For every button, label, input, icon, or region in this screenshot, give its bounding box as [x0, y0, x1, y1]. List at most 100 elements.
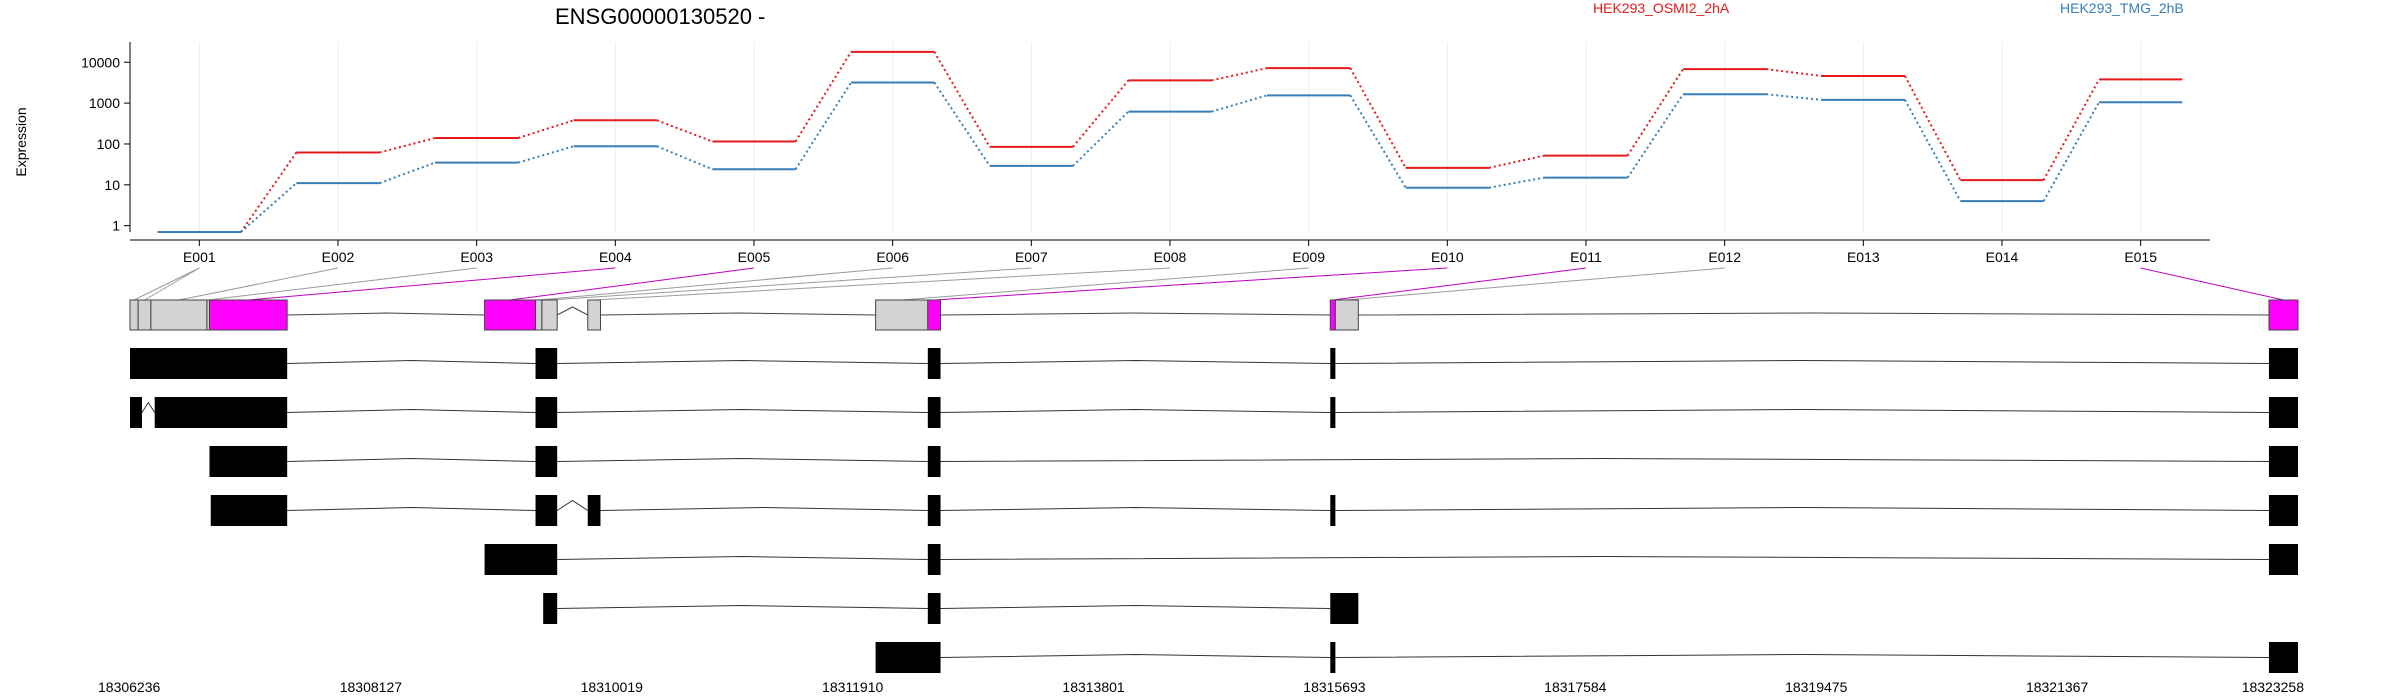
x-tick-label: E012 — [1708, 249, 1741, 265]
series-connector — [1904, 99, 1962, 202]
transcript-track — [209, 446, 2298, 477]
exon-bin-connectors — [133, 267, 2284, 301]
series-connector — [1904, 75, 1962, 181]
x-tick-label: E014 — [1986, 249, 2019, 265]
transcript-exon — [130, 397, 142, 428]
series-connector — [656, 145, 713, 171]
x-tick-label: E002 — [322, 249, 355, 265]
exon-bin-connector — [549, 267, 1032, 301]
transcript-exon — [535, 446, 558, 477]
transcript-exon — [543, 593, 558, 624]
transcript-exon — [2268, 495, 2298, 526]
transcript-track — [130, 348, 2298, 379]
y-tick-label: 1000 — [89, 95, 120, 111]
genomic-coordinate-axis: 18306236 18308127 18310019 18311910 18313801… — [98, 679, 2304, 695]
transcript-exon — [535, 495, 558, 526]
transcript-exon — [2268, 544, 2298, 575]
transcript-track — [875, 642, 2298, 673]
exon-bin-connector — [178, 267, 339, 301]
gene-intron — [600, 312, 876, 316]
exon-bin-highlighted — [484, 299, 537, 331]
series-connector — [1349, 67, 1407, 169]
transcript-exon — [927, 397, 941, 428]
transcript-intron — [556, 499, 589, 511]
genomic-coordinate-label: 18308127 — [340, 679, 403, 695]
transcript-exon — [130, 348, 288, 379]
series-b — [157, 81, 2183, 233]
y-axis-label: Expression — [13, 107, 29, 176]
transcript-intron — [940, 408, 1331, 413]
series-connector — [1766, 93, 1822, 101]
exon-bin-connector — [248, 267, 616, 301]
series-connector — [1349, 94, 1407, 189]
chart-title: ENSG00000130520 - — [555, 4, 765, 29]
series-connector — [1211, 94, 1268, 113]
series-connector — [1488, 154, 1545, 169]
series-connector — [933, 51, 991, 148]
transcript-intron — [940, 359, 1331, 364]
exon-bin — [587, 299, 601, 331]
gene-model-track — [129, 299, 2299, 331]
series-connector — [1211, 67, 1268, 82]
transcript-intron — [287, 457, 536, 462]
exon-bin — [1334, 299, 1359, 331]
exon-bin-connector — [901, 267, 1309, 301]
genomic-coordinate-label: 18319475 — [1785, 679, 1848, 695]
transcript-exon — [927, 593, 941, 624]
genomic-coordinate-label: 18317584 — [1544, 679, 1607, 695]
exon-bin-connector — [208, 267, 477, 301]
y-tick-label: 100 — [97, 136, 121, 152]
x-axis-exon-bins: E001 E002 E003 E004 E005 E006 E007 E008 E009 E010… — [130, 239, 2210, 265]
exon-bin-connector — [144, 267, 200, 301]
exon-bin — [129, 299, 139, 331]
transcript-intron — [557, 408, 928, 413]
transcript-track — [543, 593, 1359, 624]
x-tick-label: E007 — [1015, 249, 1048, 265]
genomic-coordinate-label: 18323258 — [2242, 679, 2305, 695]
transcript-exon — [154, 397, 288, 428]
gene-intron — [287, 312, 485, 316]
series-connector — [379, 137, 436, 154]
transcript-intron — [287, 359, 536, 364]
series-connector — [2042, 101, 2100, 202]
genomic-coordinate-label: 18313801 — [1062, 679, 1125, 695]
series-connector — [379, 161, 436, 185]
genomic-coordinate-label: 18315693 — [1303, 679, 1366, 695]
transcript-intron — [1335, 506, 2269, 511]
y-tick-label: 10000 — [81, 54, 120, 70]
transcript-intron — [287, 506, 536, 511]
transcript-exon — [535, 397, 558, 428]
exon-bin-connector — [538, 267, 893, 301]
transcript-track — [130, 397, 2298, 428]
gene-intron — [1358, 312, 2269, 316]
exon-bin-connector — [509, 267, 755, 301]
series-connector — [517, 119, 575, 139]
exon-bin — [875, 299, 929, 331]
transcript-exon — [2268, 348, 2298, 379]
legend-series-a: HEK293_OSMI2_2hA — [1593, 0, 1730, 16]
genomic-coordinate-label: 18306236 — [98, 679, 161, 695]
transcript-intron — [1335, 408, 2269, 413]
x-tick-label: E011 — [1570, 249, 1602, 265]
transcript-intron — [141, 401, 156, 413]
transcript-exon — [1330, 348, 1336, 379]
x-tick-label: E005 — [738, 249, 771, 265]
series-connector — [240, 151, 298, 233]
x-tick-label: E006 — [876, 249, 909, 265]
transcript-intron — [600, 506, 928, 511]
exon-bin-highlighted — [1329, 299, 1336, 331]
transcript-intron — [940, 457, 2269, 462]
x-tick-label: E004 — [599, 249, 632, 265]
exon-bin-connector — [1346, 267, 1725, 301]
transcript-exon — [209, 446, 288, 477]
transcript-exon — [2268, 397, 2298, 428]
y-tick-label: 1 — [112, 218, 120, 234]
exon-bin — [535, 299, 543, 331]
series-connector — [517, 145, 575, 164]
transcript-exon — [927, 446, 941, 477]
transcript-exon — [1330, 495, 1336, 526]
transcript-exon — [927, 348, 941, 379]
series-connector — [240, 182, 298, 233]
series-connector — [1072, 110, 1130, 167]
